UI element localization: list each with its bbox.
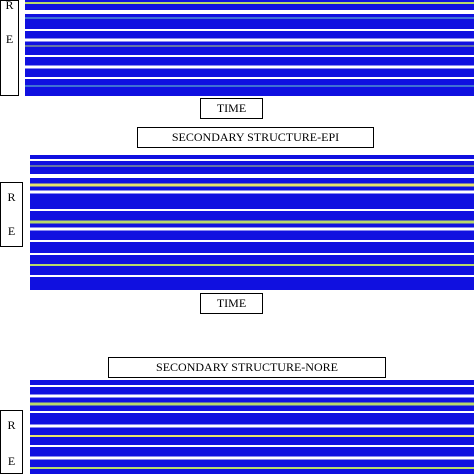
stripes: [30, 385, 474, 469]
x-label-box: [200, 293, 263, 314]
axis-box: [0, 0, 19, 96]
title-box: [108, 357, 386, 378]
stripes: [25, 2, 474, 87]
axis-letter: E: [8, 224, 15, 238]
axis-letter: R: [5, 0, 13, 12]
panel-title: SECONDARY STRUCTURE-EPI: [172, 130, 339, 144]
axis-letter: R: [7, 418, 15, 432]
axis-letter: E: [6, 32, 13, 46]
x-label: TIME: [217, 101, 246, 115]
axis-box: [0, 182, 23, 247]
x-label-box: [200, 98, 263, 119]
panel-2: SECONDARY STRUCTURE-EPI R E TIME: [0, 127, 474, 314]
panel-3: SECONDARY STRUCTURE-NORE R E: [0, 357, 474, 474]
title-box: [137, 127, 374, 148]
stripes: [30, 159, 474, 277]
structure-map: [25, 0, 474, 96]
axis-letter: R: [7, 190, 15, 204]
x-label: TIME: [217, 296, 246, 310]
panel-1: R E TIME: [0, 0, 474, 119]
axis-letter: E: [8, 454, 15, 468]
panel-title: SECONDARY STRUCTURE-NORE: [156, 360, 338, 374]
